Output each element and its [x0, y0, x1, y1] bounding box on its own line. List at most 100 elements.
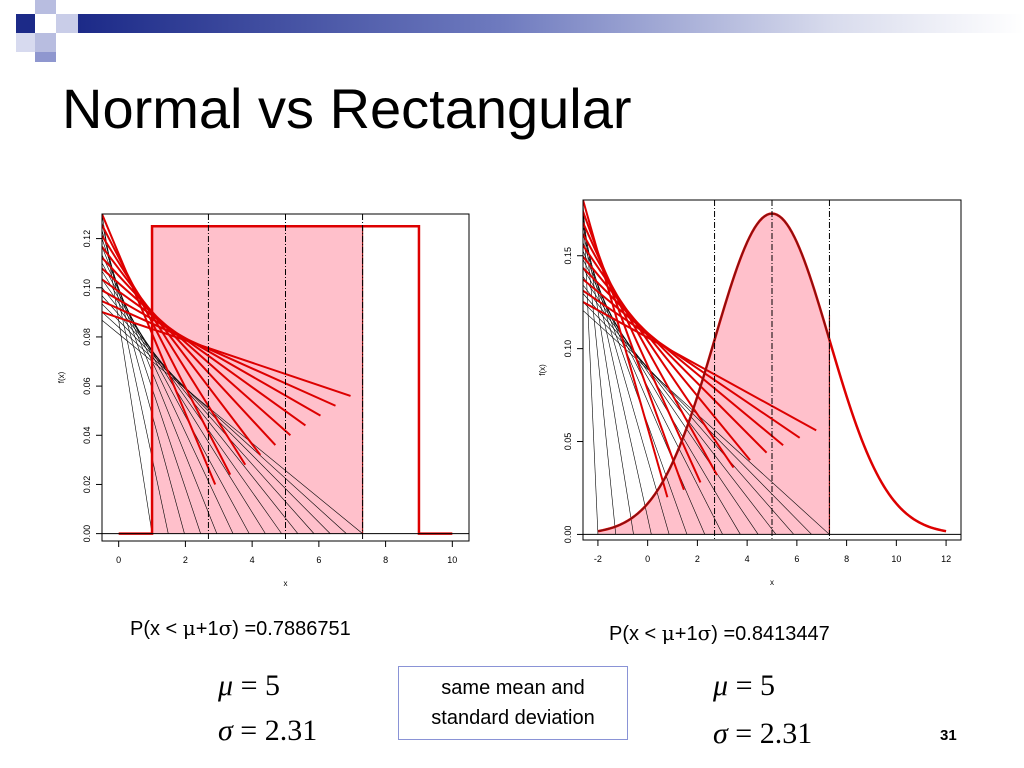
sigma-symbol: σ	[697, 621, 712, 645]
prob-prefix: P(x <	[609, 623, 662, 645]
hatch-line	[583, 284, 777, 535]
y-tick-label: 0.08	[82, 328, 92, 346]
hatch-line-red	[583, 233, 718, 476]
hatch-line-red	[102, 267, 292, 437]
corner-square-light	[56, 14, 78, 33]
y-tick-label: 0.12	[82, 230, 92, 248]
hatch-line	[583, 301, 812, 535]
note-line-2: standard deviation	[431, 707, 595, 729]
sigma-symbol: σ	[713, 717, 728, 750]
hatch-line-red	[583, 278, 784, 447]
y-tick-label: 0.10	[82, 279, 92, 297]
plot-region	[102, 214, 469, 541]
hatch-line	[583, 200, 599, 535]
x-tick-label: 12	[941, 554, 951, 564]
x-tick-label: 0	[116, 555, 121, 565]
hatch-line-red	[102, 224, 232, 476]
x-tick-label: 4	[745, 554, 750, 564]
equals-sign: =	[233, 669, 265, 702]
equals-sign: =	[728, 669, 760, 702]
x-tick-label: 6	[794, 554, 799, 564]
x-axis-label: x	[284, 579, 288, 588]
hatch-line	[583, 250, 706, 535]
hatch-line-red	[583, 267, 768, 454]
note-line-1: same mean and	[441, 677, 585, 699]
hatch-line	[583, 242, 688, 535]
x-tick-label: 6	[316, 555, 321, 565]
hatch-line	[102, 214, 153, 534]
y-tick-label: 0.00	[82, 525, 92, 543]
right-mu-formula: μ = 5	[713, 669, 775, 703]
hatch-line-red	[583, 244, 735, 469]
x-tick-label: 10	[891, 554, 901, 564]
hatch-line-red	[102, 311, 351, 397]
corner-square-light	[35, 33, 56, 52]
prob-mid: +1	[674, 623, 698, 645]
prob-suffix: ) =0.7886751	[232, 618, 351, 640]
hatch-line	[102, 320, 363, 534]
shaded-boundary	[597, 212, 830, 532]
hatch-line-red	[102, 289, 321, 417]
corner-square-mid	[16, 33, 35, 52]
y-axis-label: f(x)	[538, 364, 547, 376]
hatch-line-red	[583, 222, 702, 483]
hatch-line-red	[102, 235, 247, 466]
header-gradient-bar	[78, 14, 1024, 33]
plot-frame	[101, 213, 470, 542]
x-tick-label: 0	[645, 554, 650, 564]
y-tick-label: 0.10	[563, 340, 573, 358]
corner-square-dark	[16, 14, 35, 33]
x-tick-label: -2	[594, 554, 602, 564]
plot-region	[583, 200, 961, 540]
x-tick-label: 4	[250, 555, 255, 565]
hatch-line	[102, 262, 250, 534]
hatch-line-red	[102, 246, 262, 456]
hatch-line-red	[102, 214, 217, 485]
y-tick-label: 0.04	[82, 427, 92, 445]
normal-density-chart: -2 0 2 4 6 8 10 12 0.00 0.05 0.10 0.15 x f(x)	[538, 199, 962, 587]
page-number: 31	[940, 727, 957, 744]
x-tick-label: 2	[183, 555, 188, 565]
hatch-line	[583, 276, 759, 535]
hatch-line-red	[102, 256, 277, 446]
page-title: Normal vs Rectangular	[62, 77, 632, 140]
y-axis-label: f(x)	[57, 371, 66, 383]
prob-suffix: ) =0.8413447	[711, 623, 830, 645]
y-tick-label: 0.15	[563, 247, 573, 265]
plot-frame	[582, 199, 962, 541]
x-axis-label: x	[770, 578, 774, 587]
hatch-line-red	[102, 300, 336, 407]
hatch-line	[102, 311, 347, 534]
hatch-line	[102, 254, 234, 534]
note-box: same mean and standard deviation	[398, 666, 628, 740]
left-mu-formula: μ = 5	[218, 669, 280, 703]
mu-symbol: μ	[713, 669, 729, 702]
y-tick-label: 0.02	[82, 476, 92, 494]
equals-sign: =	[232, 714, 265, 747]
x-tick-label: 8	[383, 555, 388, 565]
left-probability: P(x < μ+1σ) =0.7886751	[130, 616, 351, 641]
y-tick-label: 0.06	[82, 377, 92, 395]
y-tick-label: 0.00	[563, 526, 573, 544]
sigma-symbol: σ	[218, 714, 233, 747]
hatch-line	[583, 293, 795, 535]
hatch-line	[102, 271, 266, 534]
x-tick-label: 10	[447, 555, 457, 565]
equals-sign: =	[727, 717, 760, 750]
rectangular-density-chart: 0 2 4 6 8 10 0.00 0.02 0.04 0.06 0.08 0.10 0.12 x f(x)	[57, 213, 470, 588]
hatch-line-red	[583, 301, 817, 432]
prob-prefix: P(x <	[130, 618, 183, 640]
mu-value: 5	[264, 669, 280, 702]
x-tick-label: 2	[695, 554, 700, 564]
mu-symbol: μ	[218, 669, 234, 702]
hatch-line-red	[583, 289, 801, 439]
prob-mid: +1	[195, 618, 219, 640]
sigma-symbol: σ	[218, 616, 233, 640]
left-sigma-formula: σ = 2.31	[218, 714, 317, 748]
hatch-line-red	[102, 278, 307, 427]
corner-square-mid	[35, 52, 56, 62]
mu-value: 5	[759, 669, 775, 702]
corner-square-light	[35, 0, 56, 14]
x-tick-label: 8	[844, 554, 849, 564]
right-sigma-formula: σ = 2.31	[713, 717, 812, 751]
